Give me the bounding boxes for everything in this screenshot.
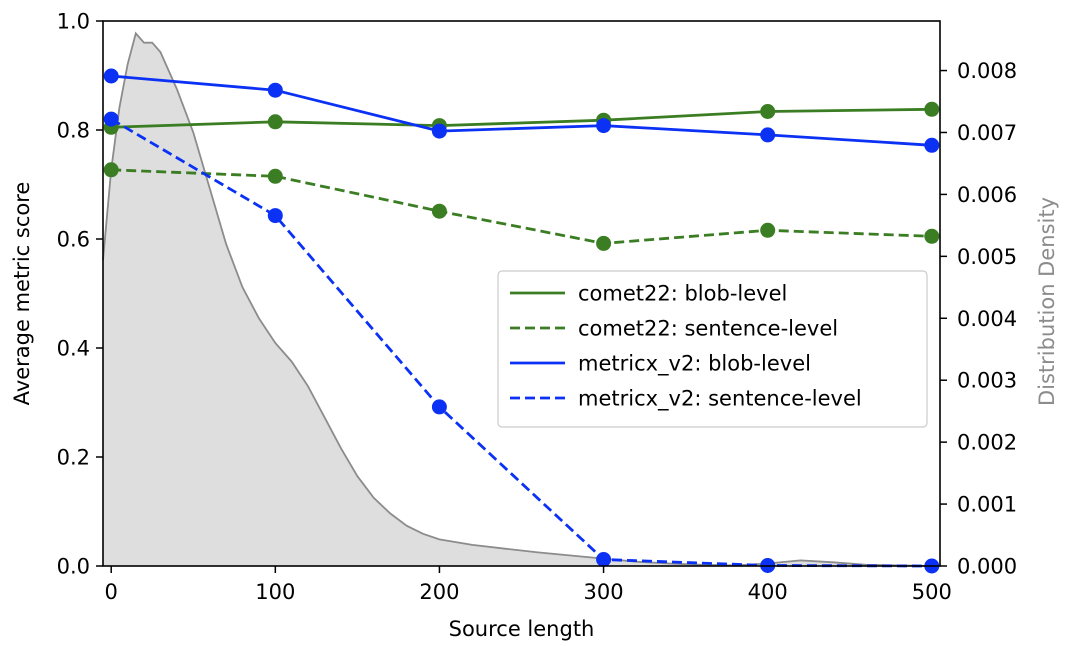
series-3-point	[267, 208, 283, 224]
series-0-point	[267, 114, 283, 130]
x-tick-label: 100	[255, 580, 295, 604]
y-tick-label: 0.6	[57, 228, 90, 252]
x-tick-label: 200	[419, 580, 459, 604]
series-3-point	[596, 552, 612, 567]
series-3-point	[103, 111, 119, 127]
series-2-point	[267, 82, 283, 98]
y2-tick-label: 0.002	[957, 431, 1017, 455]
y2-tick-label: 0.006	[957, 183, 1017, 207]
series-line-1	[111, 168, 932, 245]
series-line-2	[111, 74, 932, 147]
y-tick-label: 1.0	[57, 10, 90, 34]
y-axis-label: Average metric score	[10, 182, 34, 406]
x-tick-label: 0	[105, 580, 118, 604]
y-tick-label: 0.2	[57, 446, 90, 470]
density-curve	[102, 31, 932, 567]
y2-tick-label: 0.000	[957, 555, 1017, 579]
y2-tick-label: 0.004	[957, 307, 1017, 331]
series-1-point	[431, 203, 447, 219]
legend-label: metricx_v2: blob-level	[578, 352, 811, 377]
y2-tick-label: 0.003	[957, 369, 1017, 393]
legend-label: comet22: sentence-level	[578, 317, 838, 341]
series-1-point	[760, 222, 776, 238]
series-2-point	[924, 137, 940, 153]
y-tick-label: 0.0	[57, 555, 90, 579]
y2-tick-label: 0.001	[957, 493, 1017, 517]
density-layer	[102, 31, 932, 567]
series-2-point	[431, 123, 447, 139]
y2-tick-label: 0.005	[957, 245, 1017, 269]
series-0-point	[760, 104, 776, 119]
series-1-point	[924, 228, 940, 244]
series-3-point	[431, 399, 447, 415]
plot-frame	[102, 20, 941, 567]
y2-axis-label: Distribution Density	[1035, 197, 1059, 406]
legend-label: metricx_v2: sentence-level	[578, 387, 862, 412]
axis-ticks	[96, 20, 947, 573]
density-area	[103, 33, 932, 566]
y2-tick-label: 0.007	[957, 121, 1017, 145]
legend: comet22: blob-level comet22: sentence-lev…	[497, 270, 928, 428]
series-1-point	[103, 162, 119, 178]
y-tick-label: 0.8	[57, 119, 90, 143]
y-tick-label: 0.4	[57, 337, 90, 361]
x-axis-label: Source length	[449, 617, 595, 641]
series-0-point	[924, 101, 940, 117]
tick-labels: 0 100 200 300 400 500 0.0 0.2 0.4 0.6 0.8 1.0 0.000 0…	[57, 10, 1018, 605]
series-line-0	[111, 107, 932, 129]
legend-label: comet22: blob-level	[578, 282, 787, 306]
x-tick-label: 500	[912, 580, 952, 604]
x-tick-label: 300	[584, 580, 624, 604]
series-2-point	[760, 127, 776, 143]
series-2-point	[596, 118, 612, 134]
y2-tick-label: 0.008	[957, 59, 1017, 83]
legend-box	[497, 270, 928, 428]
series-1-point	[267, 168, 283, 184]
series-2-point	[103, 68, 119, 84]
x-tick-label: 400	[748, 580, 788, 604]
series-1-point	[596, 235, 612, 251]
